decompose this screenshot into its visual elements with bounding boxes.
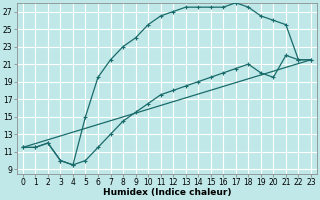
X-axis label: Humidex (Indice chaleur): Humidex (Indice chaleur) [103, 188, 231, 197]
